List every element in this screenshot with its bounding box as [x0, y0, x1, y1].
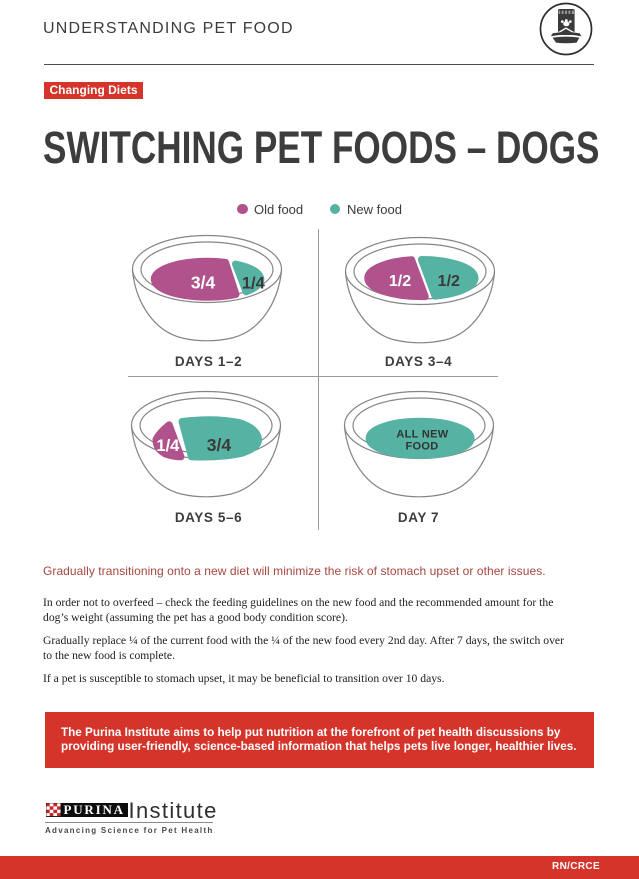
- svg-text:1/2: 1/2: [437, 273, 459, 290]
- svg-text:ALL NEW: ALL NEW: [396, 428, 448, 440]
- svg-text:1/2: 1/2: [388, 273, 410, 290]
- svg-text:3/4: 3/4: [206, 434, 231, 454]
- svg-text:1/4: 1/4: [156, 437, 180, 455]
- svg-text:FOOD: FOOD: [406, 440, 439, 452]
- svg-text:3/4: 3/4: [191, 273, 216, 293]
- svg-text:1/4: 1/4: [242, 275, 266, 293]
